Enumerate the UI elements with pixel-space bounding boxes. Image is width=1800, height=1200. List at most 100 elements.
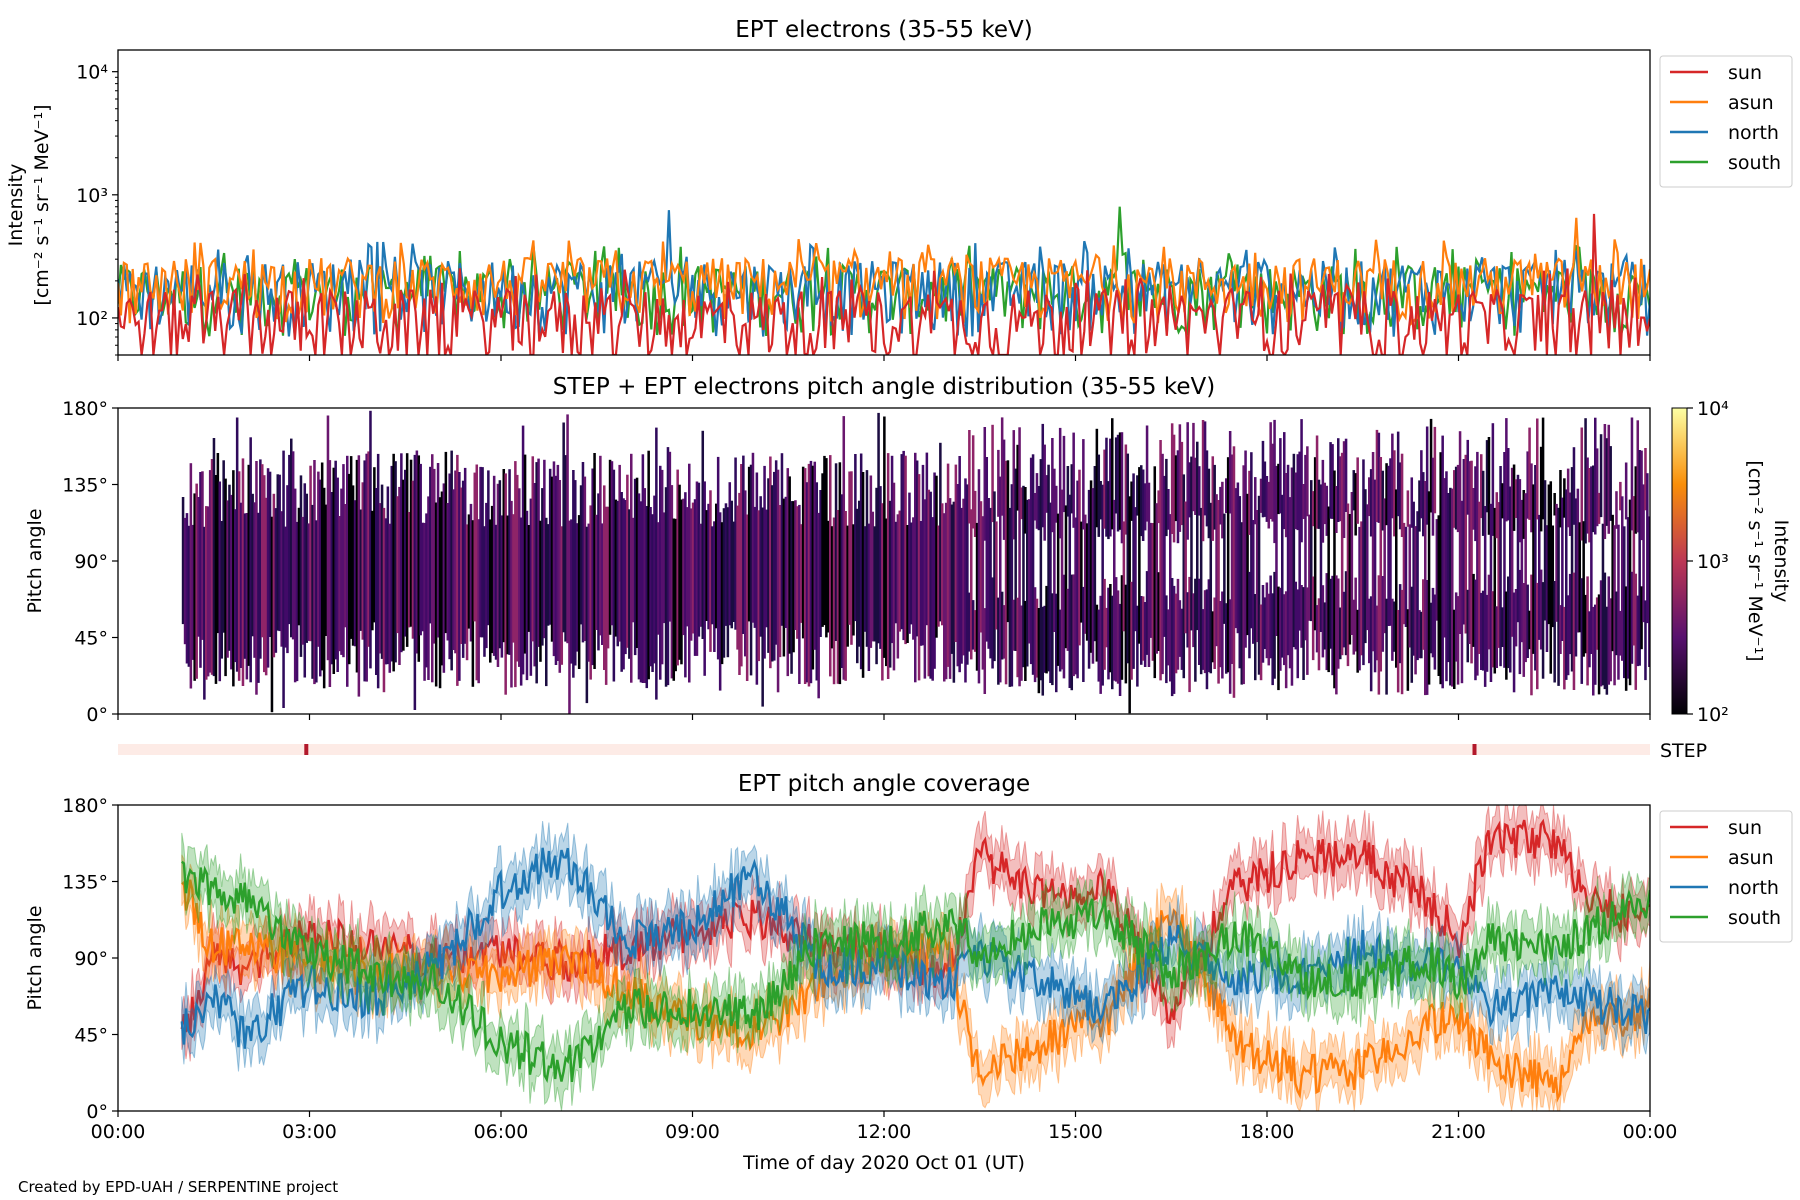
pad-cell — [1360, 521, 1363, 656]
pad-cell — [778, 505, 782, 658]
pad-cell — [1240, 522, 1244, 685]
pad-cell — [1002, 439, 1006, 540]
pad-cell — [479, 466, 482, 638]
pad-cell — [1568, 573, 1572, 655]
pad-cell — [1381, 576, 1385, 652]
pad-cell — [948, 498, 952, 679]
pad-cell — [382, 507, 386, 693]
pad-cell — [224, 478, 227, 677]
pad-cell — [330, 492, 334, 665]
pad-cell — [1284, 591, 1288, 689]
pad-cell — [715, 503, 718, 629]
pad-cell — [1512, 592, 1516, 693]
step-bar — [118, 744, 1650, 755]
pad-cell — [1464, 454, 1468, 634]
pad-cell — [1290, 467, 1294, 686]
pad-cell — [253, 502, 256, 658]
pad-cell — [303, 483, 307, 678]
pad-cell — [322, 487, 326, 689]
pad-cell — [282, 450, 285, 708]
pad-cell — [601, 523, 604, 645]
pad-cell — [954, 464, 958, 642]
pad-cell — [603, 485, 606, 670]
pad-cell — [197, 497, 200, 637]
pad-cell — [425, 513, 428, 668]
pad-cell — [1422, 472, 1425, 537]
legend-label-asun: asun — [1728, 847, 1774, 869]
pad-cell — [373, 467, 376, 623]
pad-cell — [1528, 610, 1531, 650]
pad-cell — [672, 518, 676, 681]
pad-cell — [1406, 609, 1410, 691]
pad-cell — [1389, 458, 1392, 626]
y-tick-label: 180° — [62, 795, 108, 817]
pad-cell — [1595, 597, 1599, 650]
pad-cell — [1514, 589, 1518, 647]
pad-cell — [805, 482, 809, 683]
pad-cell — [1209, 502, 1213, 674]
pad-cell — [973, 490, 977, 537]
pad-cell — [630, 453, 633, 683]
pad-cell — [1165, 458, 1168, 537]
pad-cell — [689, 508, 693, 641]
pad-cell — [1640, 450, 1643, 541]
y-tick-label: 45° — [74, 628, 108, 650]
pad-cell — [1549, 481, 1553, 674]
pad-cell — [1615, 591, 1618, 656]
pad-cell — [1176, 450, 1180, 544]
pad-cell — [554, 475, 558, 665]
pad-cell — [659, 465, 662, 680]
pad-cell — [1313, 457, 1317, 631]
pad-cell — [676, 469, 679, 666]
panel2-ylabel: Pitch angle — [24, 508, 46, 613]
pad-cell — [1526, 451, 1529, 519]
pad-cell — [898, 510, 902, 632]
pad-cell — [261, 464, 264, 638]
pad-cell — [759, 496, 762, 637]
pad-cell — [919, 521, 923, 646]
pad-cell — [1024, 600, 1027, 681]
pad-cell — [1259, 478, 1263, 513]
pad-cell — [365, 453, 368, 682]
pad-cell — [823, 455, 826, 626]
pad-cell — [1165, 595, 1168, 684]
pad-cell — [720, 522, 724, 665]
pad-cell — [983, 608, 987, 694]
pad-cell — [550, 476, 554, 642]
pad-cell — [533, 483, 536, 667]
pad-cell — [1006, 460, 1010, 623]
pad-cell — [1194, 578, 1197, 682]
pad-cell — [1566, 595, 1570, 676]
pad-cell — [1563, 478, 1566, 518]
pad-cell — [782, 498, 786, 657]
pad-cell — [485, 502, 488, 649]
pad-cell — [458, 472, 461, 681]
pad-cell — [618, 464, 621, 642]
pad-cell — [1628, 499, 1632, 686]
panel4-y-ticks: 0° 45° 90° 135° 180° — [62, 795, 118, 1123]
pad-cell — [1298, 451, 1301, 631]
pad-cell — [558, 480, 562, 673]
pad-cell — [885, 518, 888, 667]
pad-cell — [442, 483, 446, 673]
pad-cell — [1056, 513, 1060, 666]
pad-cell — [1254, 594, 1257, 681]
legend-label-south: south — [1728, 152, 1781, 174]
pad-cell — [863, 526, 867, 632]
pad-cell — [1543, 480, 1547, 621]
pad-cell — [1634, 573, 1638, 690]
pad-cell — [390, 465, 394, 662]
x-tick-label: 09:00 — [665, 1121, 720, 1143]
panel1-title: EPT electrons (35-55 keV) — [735, 17, 1032, 43]
pad-cell — [1151, 523, 1155, 661]
pad-cell — [212, 438, 216, 677]
pad-cell — [1514, 479, 1518, 518]
pad-cell — [1387, 465, 1390, 626]
pad-cell — [925, 452, 929, 626]
pad-cell — [751, 452, 755, 623]
pad-cell — [1408, 524, 1412, 648]
pad-cell — [763, 465, 766, 659]
pad-cell — [825, 458, 828, 638]
pad-cell — [280, 511, 283, 647]
colorbar — [1671, 407, 1688, 715]
